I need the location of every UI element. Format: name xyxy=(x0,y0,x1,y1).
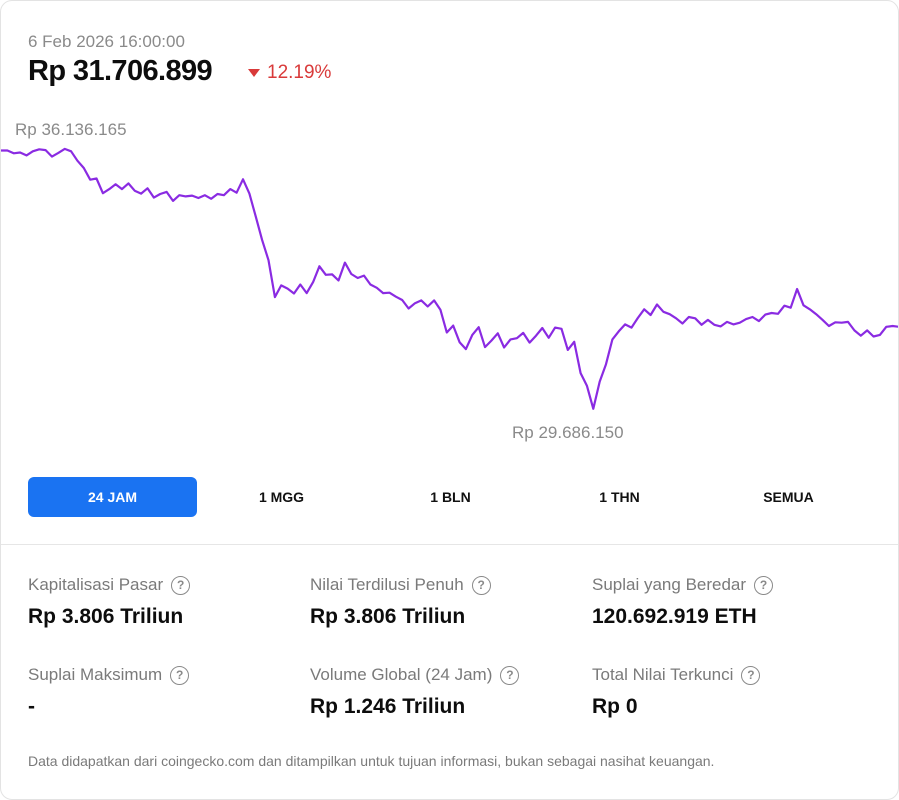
tab-semua[interactable]: SEMUA xyxy=(763,489,814,505)
price-chart[interactable] xyxy=(1,1,899,461)
stat-value: Rp 0 xyxy=(592,695,638,718)
chart-low-label: Rp 29.686.150 xyxy=(512,423,624,442)
triangle-down-icon xyxy=(248,69,260,77)
stat-circulating-supply: Suplai yang Beredar ? 120.692.919 ETH xyxy=(592,575,872,629)
stat-label: Nilai Terdilusi Penuh xyxy=(310,575,464,594)
timeframe-tabs: 24 JAM 1 MGG 1 BLN 1 THN SEMUA xyxy=(28,477,873,517)
stat-value: Rp 3.806 Triliun xyxy=(28,605,184,628)
help-icon[interactable]: ? xyxy=(471,575,491,595)
tab-24-jam[interactable]: 24 JAM xyxy=(28,477,197,517)
tab-1-thn[interactable]: 1 THN xyxy=(599,489,640,505)
help-icon[interactable]: ? xyxy=(500,665,520,685)
stat-value: - xyxy=(28,695,35,718)
disclaimer-text: Data didapatkan dari coingecko.com dan d… xyxy=(28,753,715,769)
stat-label: Volume Global (24 Jam) xyxy=(310,665,493,684)
stat-label: Kapitalisasi Pasar xyxy=(28,575,164,594)
price-line xyxy=(1,147,898,410)
stat-value: Rp 1.246 Triliun xyxy=(310,695,466,718)
help-icon[interactable]: ? xyxy=(171,575,191,595)
stat-label: Suplai yang Beredar xyxy=(592,575,747,594)
price-change: 12.19% xyxy=(248,62,331,84)
help-icon[interactable]: ? xyxy=(754,575,774,595)
stat-total-value-locked: Total Nilai Terkunci ? Rp 0 xyxy=(592,665,872,719)
section-divider xyxy=(1,544,898,545)
current-price: Rp 31.706.899 xyxy=(28,55,213,87)
stat-global-volume: Volume Global (24 Jam) ? Rp 1.246 Triliu… xyxy=(310,665,590,719)
stat-value: 120.692.919 ETH xyxy=(592,605,757,628)
stat-value: Rp 3.806 Triliun xyxy=(310,605,466,628)
chart-high-label: Rp 36.136.165 xyxy=(15,120,127,139)
help-icon[interactable]: ? xyxy=(170,665,190,685)
stat-max-supply: Suplai Maksimum ? - xyxy=(28,665,308,719)
stat-label: Total Nilai Terkunci xyxy=(592,665,734,684)
help-icon[interactable]: ? xyxy=(741,665,761,685)
stat-market-cap: Kapitalisasi Pasar ? Rp 3.806 Triliun xyxy=(28,575,308,629)
stat-label: Suplai Maksimum xyxy=(28,665,163,684)
stat-fully-diluted: Nilai Terdilusi Penuh ? Rp 3.806 Triliun xyxy=(310,575,590,629)
price-timestamp: 6 Feb 2026 16:00:00 xyxy=(28,32,185,51)
tab-1-bln[interactable]: 1 BLN xyxy=(430,489,471,505)
tab-1-mgg[interactable]: 1 MGG xyxy=(258,489,305,505)
price-change-percent: 12.19% xyxy=(267,62,332,83)
